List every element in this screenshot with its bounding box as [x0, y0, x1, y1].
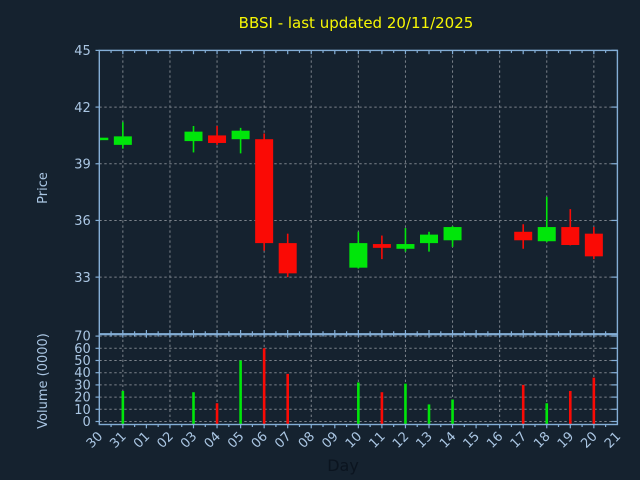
- day-tick-label: 19: [555, 429, 577, 451]
- day-tick-label: 12: [390, 429, 412, 451]
- candle-body: [184, 131, 203, 142]
- day-tick-label: 10: [343, 429, 365, 451]
- day-tick-label: 17: [508, 429, 530, 451]
- candle-body: [372, 244, 391, 248]
- day-tick-label: 13: [414, 429, 436, 451]
- day-tick-label: 01: [131, 429, 153, 451]
- day-tick-label: 14: [437, 429, 459, 451]
- candle-body: [420, 234, 438, 244]
- day-tick-label: 06: [249, 429, 271, 451]
- day-tick-label: 05: [225, 429, 247, 451]
- candles-layer: [99, 122, 603, 278]
- day-tick-label: 18: [531, 429, 553, 451]
- volume-tick-label: 30: [74, 378, 91, 393]
- candle-body: [278, 243, 297, 274]
- x-axis-label: Day: [327, 456, 359, 475]
- volume-tick-label: 20: [74, 391, 91, 406]
- volume-tick-label: 10: [74, 403, 91, 418]
- day-tick-label: 04: [202, 429, 224, 451]
- day-tick-label: 11: [366, 429, 388, 451]
- day-tick-label: 15: [461, 429, 483, 451]
- tick-marks: [95, 49, 618, 429]
- day-tick-label: 03: [178, 429, 200, 451]
- candle-body: [99, 137, 109, 141]
- price-tick-label: 45: [74, 44, 91, 59]
- volume-axis-label: Volume (0000): [36, 333, 51, 429]
- gridlines-layer: [99, 50, 618, 425]
- volume-tick-label: 40: [74, 366, 91, 381]
- volume-tick-label: 60: [74, 342, 91, 357]
- volume-bars-layer: [121, 348, 596, 425]
- volume-tick-label: 50: [74, 354, 91, 369]
- candle-body: [443, 227, 462, 241]
- day-tick-label: 07: [272, 429, 294, 451]
- day-tick-label: 08: [296, 429, 318, 451]
- candle-body: [537, 227, 556, 242]
- day-tick-label: 09: [319, 429, 341, 451]
- candle-body: [584, 233, 603, 257]
- day-tick-label: 30: [84, 429, 106, 451]
- candle-body: [255, 139, 274, 244]
- day-tick-label: 02: [154, 429, 176, 451]
- candle-body: [396, 244, 415, 249]
- volume-tick-label: 70: [74, 330, 91, 345]
- day-tick-label: 16: [484, 429, 506, 451]
- candle-body: [113, 136, 132, 145]
- price-tick-label: 36: [74, 214, 91, 229]
- volume-tick-label: 0: [83, 415, 91, 430]
- candle-body: [231, 130, 250, 140]
- price-tick-label: 33: [74, 271, 91, 286]
- day-tick-label: 20: [578, 429, 600, 451]
- chart-title: BBSI - last updated 20/11/2025: [239, 14, 474, 32]
- day-tick-label: 31: [107, 429, 129, 451]
- candle-body: [561, 227, 580, 246]
- price-tick-label: 42: [74, 101, 91, 116]
- candle-body: [208, 135, 227, 143]
- candle-body: [514, 231, 533, 241]
- day-tick-label: 21: [602, 429, 624, 451]
- price-axis-label: Price: [36, 172, 51, 204]
- candle-body: [349, 243, 368, 268]
- price-tick-label: 39: [74, 158, 91, 173]
